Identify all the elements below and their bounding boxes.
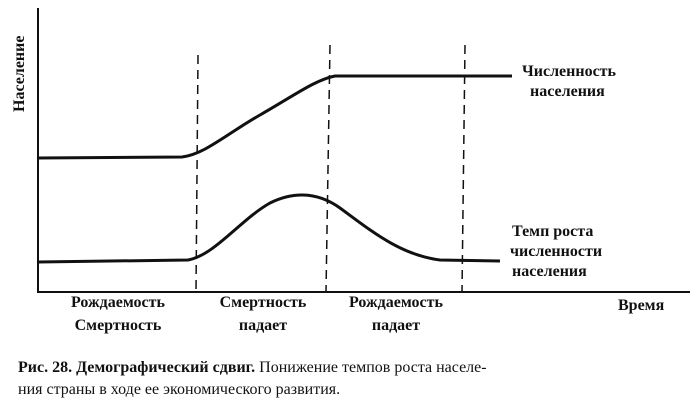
- phase-label: падает: [239, 317, 287, 334]
- phase-divider: [325, 44, 331, 293]
- phase-divider: [461, 44, 466, 293]
- y-axis-label: Население: [11, 36, 28, 112]
- population-curve: [37, 74, 512, 160]
- curve-label: Темп роста: [512, 223, 593, 240]
- curve-label: численности: [510, 243, 602, 260]
- growth-rate-curve: [37, 193, 501, 264]
- curve-label: Численность: [522, 63, 617, 80]
- phase-divider: [195, 54, 199, 293]
- phase-label: Рождаемость: [349, 294, 443, 311]
- phase-label: Смертность: [220, 294, 307, 311]
- caption-text: Понижение темпов роста населе-: [259, 359, 486, 376]
- caption-line: Рис. 28. Демографический сдвиг. Понижени…: [18, 359, 487, 376]
- phase-label: Смертность: [75, 317, 162, 334]
- curve-label: населения: [512, 263, 587, 280]
- caption-text: ния страны в ходе ее экономического разв…: [18, 381, 340, 398]
- curve-label: населения: [530, 83, 605, 100]
- phase-label: Рождаемость: [71, 294, 165, 311]
- caption-title: Рис. 28. Демографический сдвиг.: [18, 359, 255, 376]
- phase-label: падает: [372, 317, 420, 334]
- x-axis-label: Время: [618, 297, 665, 314]
